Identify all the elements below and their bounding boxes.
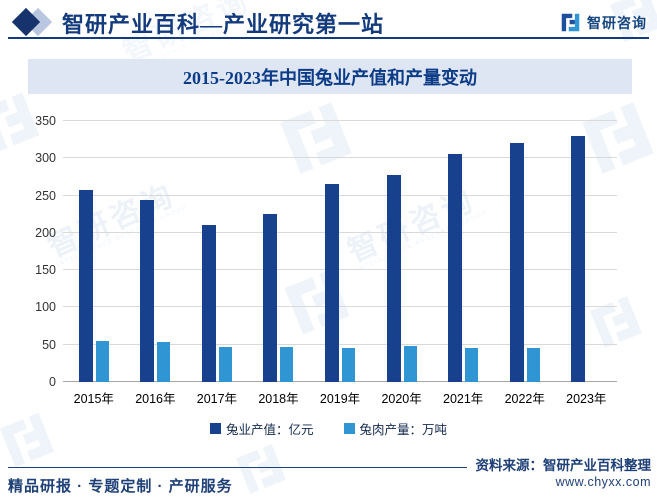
value-bar	[201, 224, 216, 382]
source-divider	[8, 467, 467, 468]
volume-bar	[526, 348, 540, 382]
volume-bar	[403, 346, 417, 382]
volume-bar	[95, 341, 109, 382]
x-axis-label: 2017年	[196, 392, 238, 406]
x-axis-label: 2022年	[504, 392, 545, 406]
volume-bar	[280, 346, 294, 382]
bar-group	[555, 121, 617, 382]
header-divider	[8, 37, 649, 39]
y-axis-label: 150	[35, 263, 56, 278]
y-axis-label: 300	[35, 151, 56, 166]
legend-swatch	[343, 423, 355, 434]
value-bar	[509, 142, 524, 382]
y-axis-label: 250	[35, 188, 56, 203]
legend-label: 兔肉产量：万吨	[359, 423, 448, 437]
gridline	[63, 269, 617, 271]
volume-bar	[341, 348, 355, 382]
plot-area	[63, 120, 617, 382]
y-axis-label: 50	[42, 337, 56, 352]
services-text: 精品研报 · 专题定制 · 产研服务	[8, 478, 233, 495]
source-url-link[interactable]: www.chyxx.com	[555, 475, 651, 489]
volume-bar	[218, 346, 232, 382]
value-bar	[263, 214, 278, 382]
source-text: 资料来源：智研产业百科整理	[475, 458, 652, 473]
value-bar	[140, 200, 155, 382]
value-bar	[571, 135, 586, 382]
value-bar	[324, 184, 339, 382]
gridline	[63, 120, 617, 121]
bar-group	[63, 121, 125, 382]
watermark-logo-icon	[0, 407, 60, 472]
brand-diamond-icon	[11, 7, 56, 38]
x-axis-label: 2015年	[73, 392, 114, 406]
y-axis-label: 100	[35, 300, 56, 315]
brand-logo-icon	[561, 13, 580, 32]
bar-group	[494, 121, 556, 382]
y-axis-labels: 0 50 100 150 200 250 300 350	[0, 114, 56, 389]
volume-bar	[157, 341, 171, 382]
header: 智研产业百科—产业研究第一站	[11, 6, 385, 40]
chart-title: 2015-2023年中国兔业产值和产量变动	[183, 67, 477, 88]
x-axis-labels: 2015年 2016年 2017年 2018年 2019年 2020年 2021年 2022年…	[63, 388, 617, 407]
x-axis-label: 2023年	[566, 392, 607, 406]
legend-item: 兔业产值：亿元	[209, 419, 314, 438]
bar-group	[186, 121, 248, 382]
gridline	[63, 194, 617, 196]
bar-group	[248, 121, 310, 382]
brand-logo: 智研咨询	[560, 12, 647, 33]
x-axis-label: 2016年	[135, 392, 176, 406]
volume-bar	[465, 348, 479, 382]
gridline	[63, 306, 617, 308]
bar-group	[432, 121, 494, 382]
watermark-logo-icon	[231, 439, 291, 499]
gridline	[63, 343, 617, 345]
chart-title-band: 2015-2023年中国兔业产值和产量变动	[28, 59, 632, 94]
value-bar	[448, 153, 463, 382]
y-axis-label: 200	[35, 225, 56, 240]
bar-group	[309, 121, 371, 382]
value-bar	[386, 174, 401, 382]
y-axis-label: 350	[35, 114, 56, 128]
bar-group	[125, 121, 187, 382]
gridline	[63, 231, 617, 233]
brand-logo-text: 智研咨询	[587, 14, 647, 31]
gridline	[63, 381, 617, 382]
y-axis-label: 0	[49, 375, 56, 389]
gridline	[63, 157, 617, 159]
legend-swatch	[209, 423, 221, 434]
x-axis-label: 2021年	[443, 392, 484, 406]
x-axis-label: 2018年	[258, 392, 299, 406]
legend-label: 兔业产值：亿元	[225, 423, 314, 437]
header-title: 智研产业百科—产业研究第一站	[62, 12, 385, 37]
legend-item: 兔肉产量：万吨	[343, 419, 448, 438]
value-bar	[78, 190, 93, 382]
bar-group	[371, 121, 433, 382]
x-axis-label: 2020年	[381, 392, 422, 406]
legend: 兔业产值：亿元 兔肉产量：万吨	[0, 419, 657, 438]
x-axis-label: 2019年	[319, 392, 361, 406]
